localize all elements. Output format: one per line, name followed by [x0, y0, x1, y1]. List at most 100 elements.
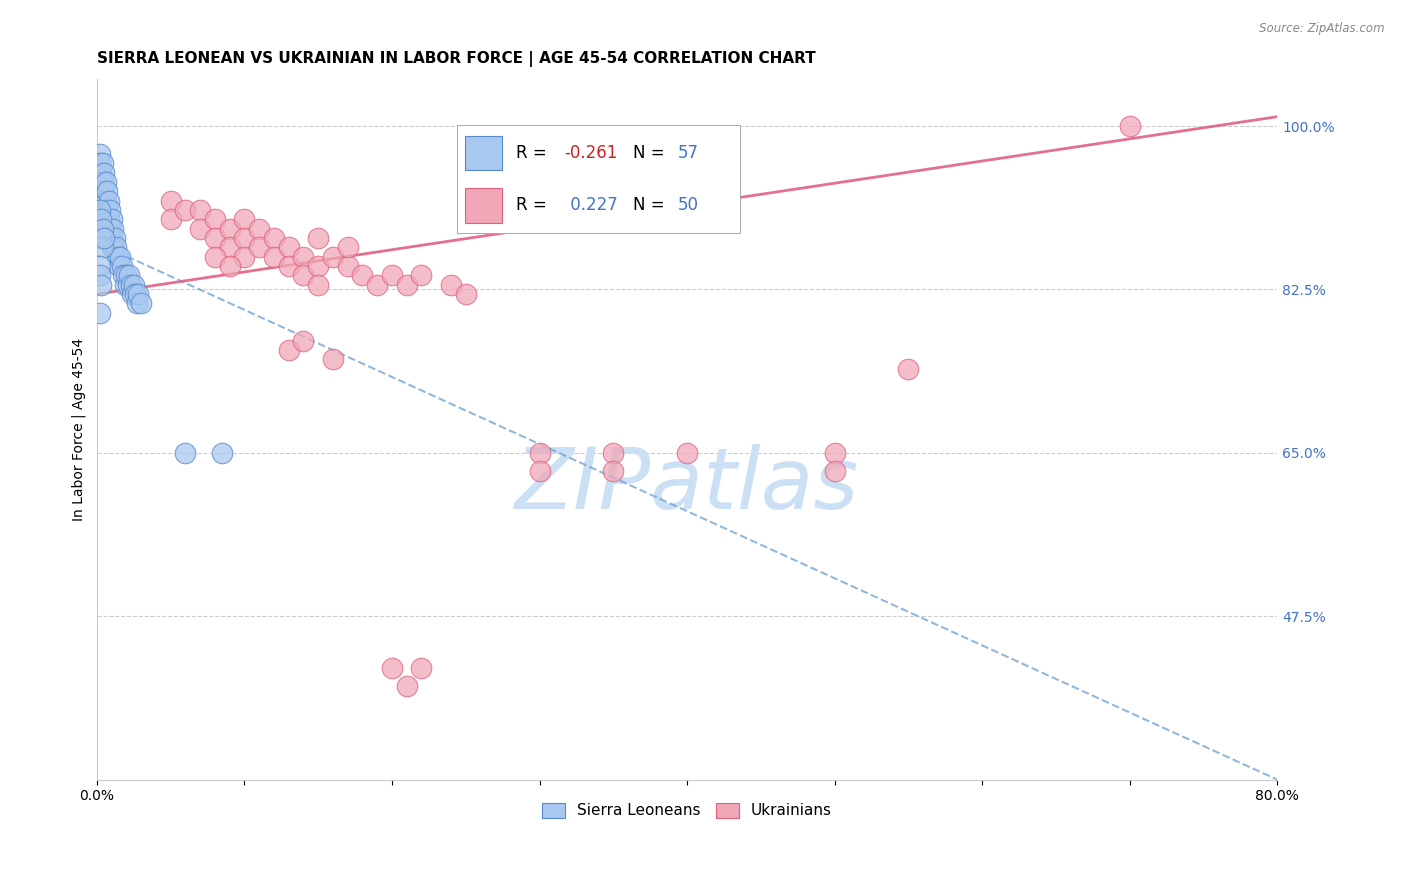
- Point: [824, 446, 846, 460]
- Point: [218, 259, 240, 273]
- Point: [94, 175, 117, 189]
- Point: [322, 352, 344, 367]
- Point: [90, 175, 112, 189]
- Point: [211, 446, 233, 460]
- Point: [188, 202, 211, 217]
- Point: [411, 660, 433, 674]
- Point: [91, 194, 114, 208]
- Point: [159, 194, 181, 208]
- Point: [117, 277, 139, 292]
- Point: [366, 277, 388, 292]
- Text: ZIPatlas: ZIPatlas: [515, 444, 859, 527]
- Point: [111, 259, 134, 273]
- Point: [89, 259, 111, 273]
- Point: [115, 268, 138, 283]
- Point: [100, 231, 122, 245]
- Point: [97, 194, 120, 208]
- Point: [101, 240, 124, 254]
- Point: [94, 212, 117, 227]
- Point: [122, 277, 145, 292]
- Point: [127, 287, 149, 301]
- Point: [233, 212, 256, 227]
- Point: [602, 446, 624, 460]
- Point: [93, 166, 115, 180]
- Point: [89, 156, 111, 170]
- Point: [101, 221, 124, 235]
- Point: [96, 185, 118, 199]
- Point: [100, 212, 122, 227]
- Point: [411, 268, 433, 283]
- Point: [91, 221, 114, 235]
- Point: [89, 202, 111, 217]
- Point: [114, 277, 136, 292]
- Point: [118, 268, 141, 283]
- Point: [602, 465, 624, 479]
- Point: [90, 231, 112, 245]
- Point: [97, 212, 120, 227]
- Point: [91, 240, 114, 254]
- Point: [174, 446, 197, 460]
- Point: [90, 212, 112, 227]
- Point: [292, 250, 315, 264]
- Point: [897, 361, 920, 376]
- Point: [105, 240, 128, 254]
- Point: [307, 277, 329, 292]
- Point: [352, 268, 374, 283]
- Point: [90, 166, 112, 180]
- Point: [93, 185, 115, 199]
- Point: [233, 231, 256, 245]
- Point: [395, 277, 418, 292]
- Point: [204, 231, 226, 245]
- Point: [395, 679, 418, 693]
- Point: [322, 250, 344, 264]
- Point: [103, 231, 125, 245]
- Point: [336, 240, 359, 254]
- Point: [292, 268, 315, 283]
- Point: [204, 212, 226, 227]
- Point: [129, 296, 152, 310]
- Point: [159, 212, 181, 227]
- Legend: Sierra Leoneans, Ukrainians: Sierra Leoneans, Ukrainians: [536, 797, 838, 824]
- Point: [1119, 119, 1142, 133]
- Point: [218, 221, 240, 235]
- Point: [89, 268, 111, 283]
- Point: [676, 446, 699, 460]
- Point: [292, 334, 315, 348]
- Point: [824, 465, 846, 479]
- Point: [529, 446, 551, 460]
- Point: [90, 185, 112, 199]
- Point: [93, 202, 115, 217]
- Point: [91, 156, 114, 170]
- Point: [124, 287, 146, 301]
- Point: [307, 231, 329, 245]
- Point: [89, 306, 111, 320]
- Point: [120, 277, 142, 292]
- Point: [188, 221, 211, 235]
- Point: [108, 259, 131, 273]
- Point: [112, 268, 135, 283]
- Point: [121, 287, 143, 301]
- Point: [247, 240, 270, 254]
- Point: [94, 194, 117, 208]
- Point: [247, 221, 270, 235]
- Point: [277, 343, 299, 358]
- Point: [93, 231, 115, 245]
- Point: [96, 202, 118, 217]
- Point: [440, 277, 463, 292]
- Point: [98, 221, 121, 235]
- Point: [233, 250, 256, 264]
- Y-axis label: In Labor Force | Age 45-54: In Labor Force | Age 45-54: [72, 338, 86, 521]
- Point: [218, 240, 240, 254]
- Text: Source: ZipAtlas.com: Source: ZipAtlas.com: [1260, 22, 1385, 36]
- Point: [381, 660, 404, 674]
- Point: [454, 287, 477, 301]
- Point: [529, 465, 551, 479]
- Point: [125, 296, 148, 310]
- Point: [381, 268, 404, 283]
- Point: [307, 259, 329, 273]
- Text: SIERRA LEONEAN VS UKRAINIAN IN LABOR FORCE | AGE 45-54 CORRELATION CHART: SIERRA LEONEAN VS UKRAINIAN IN LABOR FOR…: [97, 51, 815, 67]
- Point: [89, 147, 111, 161]
- Point: [97, 231, 120, 245]
- Point: [90, 277, 112, 292]
- Point: [204, 250, 226, 264]
